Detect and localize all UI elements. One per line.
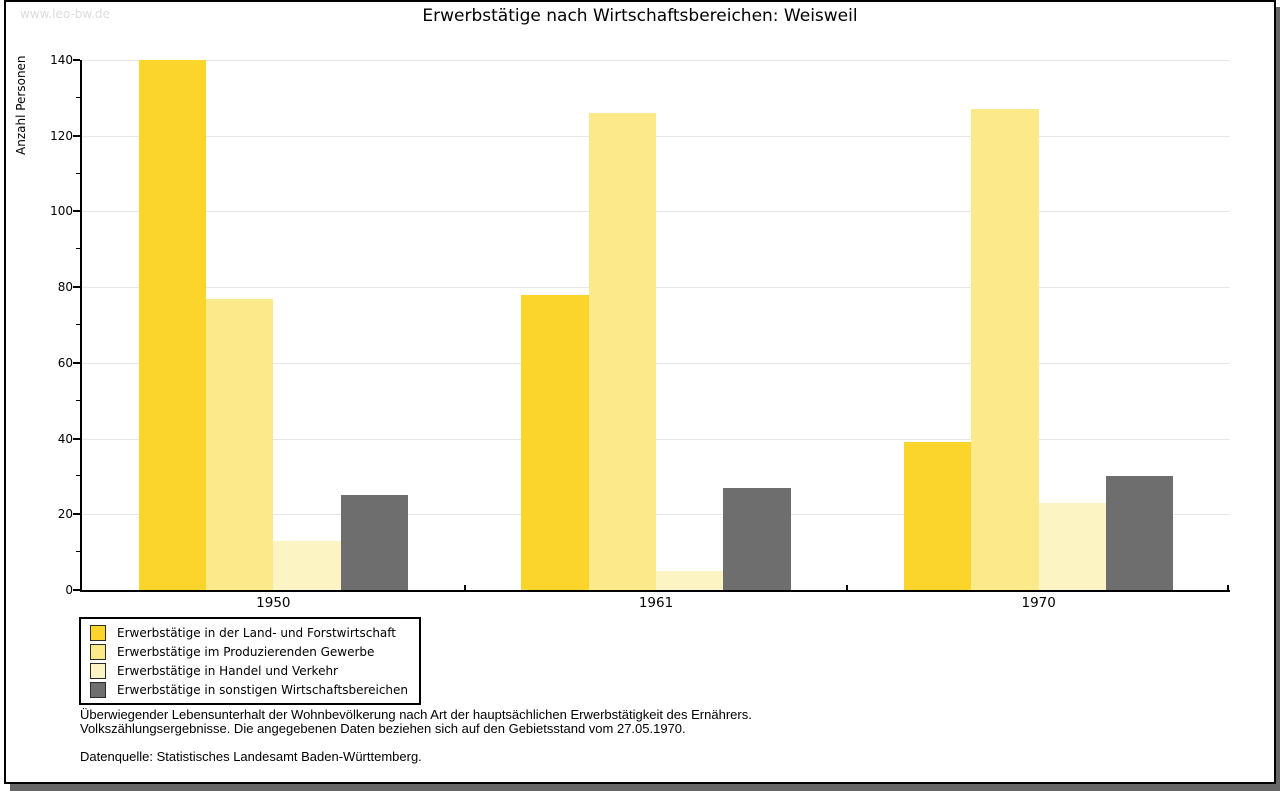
bar-1950-series-3 — [273, 540, 341, 590]
gridline-80 — [82, 287, 1230, 289]
bar-1950-series-1 — [138, 60, 207, 590]
y-major-tick-40 — [73, 437, 80, 440]
bar-1961-series-4 — [723, 487, 791, 590]
x-tick-label-1950: 1950 — [256, 595, 291, 611]
bar-1961-series-2 — [588, 113, 656, 590]
y-tick-label-80: 80 — [57, 280, 73, 295]
bar-1970-series-3 — [1038, 502, 1106, 590]
bar-1961-series-3 — [656, 571, 724, 590]
x-boundary-tick-3 — [1227, 585, 1229, 590]
legend-label-4: Erwerbstätige in sonstigen Wirtschaftsbe… — [117, 682, 409, 697]
y-tick-label-20: 20 — [57, 507, 73, 522]
y-minor-tick-30 — [76, 475, 80, 477]
bar-1970-series-2 — [971, 109, 1039, 590]
gridline-20 — [82, 514, 1230, 516]
legend-swatch-1 — [90, 624, 106, 641]
legend: Erwerbstätige in der Land- und Forstwirt… — [79, 617, 422, 705]
y-major-tick-100 — [73, 210, 80, 213]
y-major-tick-60 — [73, 361, 80, 364]
bar-1950-series-2 — [206, 298, 274, 590]
y-minor-tick-130 — [76, 96, 80, 98]
y-tick-label-40: 40 — [57, 431, 73, 446]
footnote-line-1: Überwiegender Lebensunterhalt der Wohnbe… — [80, 707, 752, 722]
y-minor-tick-70 — [76, 324, 80, 325]
y-major-tick-20 — [73, 513, 80, 516]
legend-label-2: Erwerbstätige im Produzierenden Gewerbe — [117, 644, 375, 659]
y-tick-label-0: 0 — [65, 583, 73, 597]
chart-title: Erwerbstätige nach Wirtschaftsbereichen:… — [422, 6, 858, 26]
footnote-text: Überwiegender Lebensunterhalt der Wohnbe… — [80, 708, 752, 735]
bar-1961-series-1 — [521, 294, 589, 590]
gridline-140 — [82, 60, 1230, 61]
footnote-line-2: Volkszählungsergebnisse. Die angegebenen… — [80, 720, 686, 736]
gridline-60 — [82, 362, 1230, 364]
y-tick-label-120: 120 — [50, 128, 73, 143]
y-major-tick-140 — [73, 59, 80, 61]
legend-swatch-4 — [90, 681, 106, 698]
gridline-100 — [82, 211, 1230, 213]
x-tick-label-1961: 1961 — [638, 595, 674, 611]
bar-1970-series-4 — [1105, 476, 1174, 590]
legend-label-3: Erwerbstätige in Handel und Verkehr — [117, 663, 338, 678]
x-boundary-tick-1 — [463, 585, 466, 590]
bar-1950-series-4 — [340, 495, 408, 590]
legend-item-1: Erwerbstätige in der Land- und Forstwirt… — [90, 623, 408, 642]
legend-swatch-3 — [90, 662, 106, 679]
y-tick-label-100: 100 — [50, 204, 73, 219]
y-major-tick-80 — [73, 286, 80, 289]
chart-window: www.leo-bw.de Erwerbstätige nach Wirtsch… — [4, 0, 1276, 784]
y-tick-label-60: 60 — [57, 355, 73, 370]
y-minor-tick-50 — [76, 399, 80, 401]
y-major-tick-0 — [73, 589, 80, 591]
legend-item-2: Erwerbstätige im Produzierenden Gewerbe — [90, 642, 408, 661]
gridline-40 — [82, 438, 1230, 440]
x-tick-label-1970: 1970 — [1021, 595, 1056, 611]
watermark: www.leo-bw.de — [20, 7, 110, 21]
gridline-120 — [82, 135, 1230, 137]
y-tick-label-140: 140 — [50, 53, 73, 67]
y-minor-tick-110 — [76, 172, 80, 174]
plot-area: 0 20 40 60 80 100 120 140 1950 1961 1970 — [50, 53, 1230, 611]
data-source: Datenquelle: Statistisches Landesamt Bad… — [80, 749, 422, 764]
legend-swatch-2 — [90, 643, 106, 660]
bar-1970-series-1 — [904, 442, 972, 590]
y-major-tick-120 — [73, 134, 80, 137]
x-boundary-tick-2 — [846, 585, 849, 590]
y-minor-tick-10 — [76, 551, 80, 553]
legend-item-3: Erwerbstätige in Handel und Verkehr — [90, 661, 408, 680]
legend-label-1: Erwerbstätige in der Land- und Forstwirt… — [117, 625, 396, 640]
y-minor-tick-90 — [76, 248, 80, 250]
legend-item-4: Erwerbstätige in sonstigen Wirtschaftsbe… — [90, 680, 408, 699]
